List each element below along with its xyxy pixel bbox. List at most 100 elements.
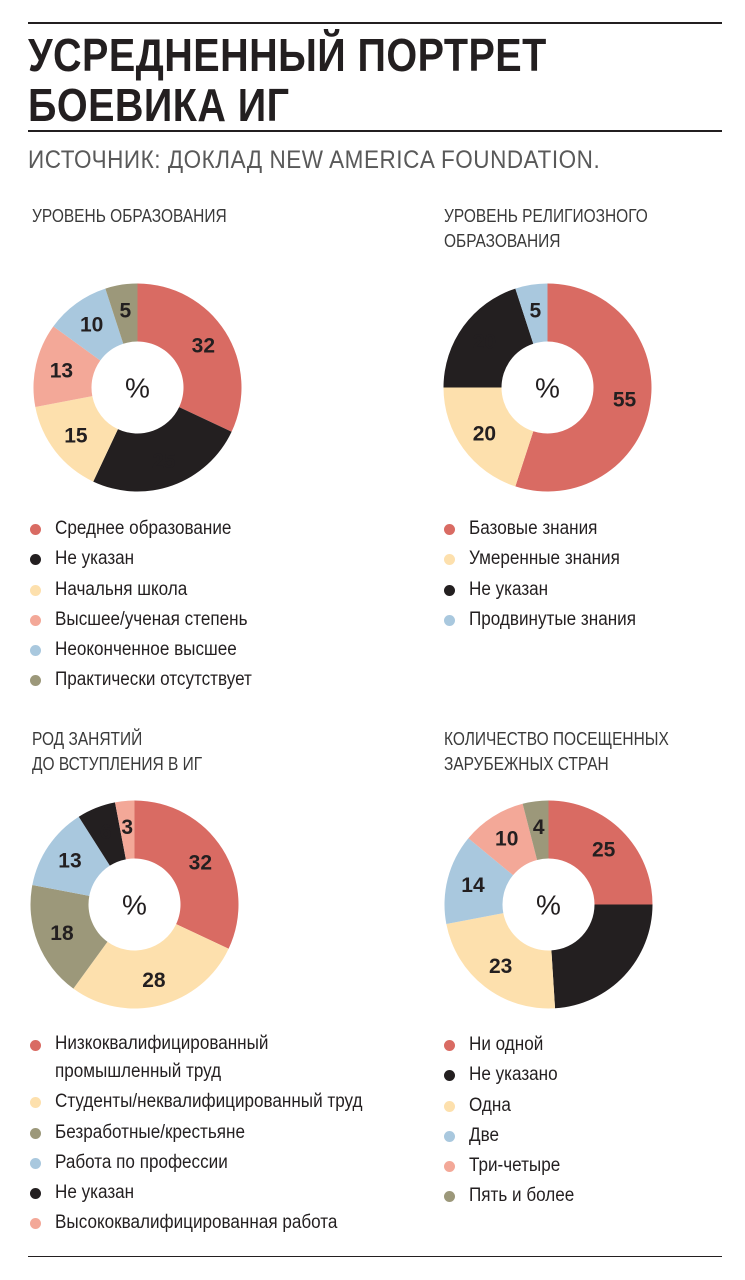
slice-базовые-знания — [515, 283, 652, 492]
chart-title: УРОВЕНЬ ОБРАЗОВАНИЯ — [32, 206, 227, 226]
legend-label: Практически отсутствует — [55, 669, 252, 691]
slice-одна — [446, 913, 556, 1009]
donut-chart: 32 28 18 13 6 3% — [30, 800, 239, 1009]
legend-dot-icon — [444, 1100, 455, 1112]
slice-value-label: 28 — [142, 969, 166, 992]
donut-chart: 32 25 15 13 10 5% — [33, 283, 242, 492]
legend-label: Базовые знания — [469, 518, 598, 539]
slice-начальня-школа — [35, 396, 118, 482]
center-percent-label: % — [536, 890, 561, 921]
legend-label: Высшее/ученая степень — [55, 608, 248, 630]
legend-item: Три-четыре — [442, 1151, 586, 1181]
slice-value-label: 20 — [473, 422, 496, 445]
legend-dot-icon — [30, 645, 41, 657]
legend-item: Не указан — [28, 1178, 397, 1208]
slice-неоконченное-высшее — [53, 288, 124, 361]
slice-пять-и-более — [522, 800, 549, 860]
legend-label: Высококвалифицированная работа — [55, 1212, 338, 1234]
legend-item: Практически отсутствует — [28, 665, 274, 695]
donut-chart: 55 20 20 5% — [443, 283, 652, 492]
slice-две — [444, 838, 514, 924]
legend-label: Не указано — [469, 1064, 558, 1086]
legend-dot-icon — [444, 1161, 455, 1173]
slice-умеренные-знания — [443, 387, 534, 487]
source-note: ИСТОЧНИК: ДОКЛАД NEW AMERICA FOUNDATION. — [28, 146, 601, 174]
legend-item: Высококвалифицированная работа — [28, 1208, 397, 1238]
center-percent-label: % — [535, 373, 560, 404]
chart-title: РОД ЗАНЯТИЙ ДО ВСТУПЛЕНИЯ В ИГ — [32, 729, 203, 774]
legend-item: Две — [442, 1121, 586, 1151]
legend-item: Одна — [442, 1091, 586, 1121]
legend-dot-icon — [30, 1097, 41, 1109]
legend-dot-icon — [30, 554, 41, 566]
legend-label: Студенты/неквалифицированный труд — [55, 1091, 363, 1113]
legend-item: Не указан — [28, 544, 274, 574]
legend-item: Пять и более — [442, 1181, 586, 1211]
slice-value-label: 55 — [613, 389, 637, 412]
slice-не-указан — [443, 288, 534, 388]
legend-dot-icon — [444, 1130, 455, 1142]
legend-item: Работа по профессии — [28, 1148, 397, 1178]
chart-legend: Среднее образование Не указан Начальня шко… — [28, 514, 274, 696]
slice-не-указан — [78, 802, 126, 866]
slice-value-label: 4 — [533, 816, 545, 839]
slice-студенты-неквалифицированный-труд — [73, 924, 229, 1009]
slice-три-четыре — [468, 803, 538, 876]
legend-item: Ни одной — [442, 1030, 586, 1060]
legend-item: Не указан — [442, 575, 655, 605]
slice-продвинутые-знания — [515, 283, 548, 344]
legend-label: Умеренные знания — [469, 548, 620, 570]
legend-dot-icon — [444, 614, 455, 626]
slice-value-label: 5 — [529, 299, 541, 322]
legend-dot-icon — [444, 524, 455, 535]
legend-item: Умеренные знания — [442, 544, 655, 574]
legend-dot-icon — [444, 1070, 455, 1082]
slice-value-label: 18 — [50, 922, 74, 945]
chart-title: КОЛИЧЕСТВО ПОСЕЩЕННЫХ ЗАРУБЕЖНЫХ СТРАН — [444, 729, 669, 774]
slice-высококвалифицированная-работа — [115, 800, 135, 860]
legend-item: Базовые знания — [442, 514, 655, 544]
slice-не-указан — [93, 407, 232, 492]
chart-legend: Базовые знания Умеренные знания Не указан П… — [442, 514, 655, 635]
bottom-rule — [28, 1256, 722, 1257]
slice-не-указано — [551, 904, 653, 1009]
legend-dot-icon — [30, 675, 41, 687]
page-title: УСРЕДНЕННЫЙ ПОРТРЕТ БОЕВИКА ИГ — [28, 29, 547, 131]
slice-value-label: 14 — [461, 874, 485, 897]
legend-item: Не указано — [442, 1060, 586, 1090]
center-percent-label: % — [122, 890, 147, 921]
slice-value-label: 6 — [100, 821, 112, 844]
title-rule — [28, 130, 722, 132]
legend-label: Продвинутые знания — [469, 608, 636, 630]
slice-ни-одной — [548, 800, 653, 905]
slice-высшее-ученая-степень — [33, 326, 101, 407]
legend-label: Ни одной — [469, 1034, 544, 1055]
slice-value-label: 13 — [50, 359, 73, 382]
legend-label: Неоконченное высшее — [55, 639, 237, 661]
legend-label: Не указан — [55, 1182, 135, 1204]
legend-dot-icon — [444, 584, 455, 596]
legend-dot-icon — [30, 1127, 41, 1139]
slice-практически-отсутствует — [105, 283, 138, 344]
legend-label: Низкоквалифицированный промышленный труд — [55, 1033, 269, 1082]
legend-label: Одна — [469, 1094, 511, 1116]
legend-label: Две — [469, 1124, 499, 1146]
slice-работа-по-профессии — [32, 816, 110, 896]
legend-dot-icon — [30, 1188, 41, 1200]
slice-value-label: 25 — [592, 838, 616, 861]
legend-label: Среднее образование — [55, 518, 232, 539]
legend-label: Безработные/крестьяне — [55, 1121, 245, 1143]
legend-dot-icon — [30, 1040, 41, 1051]
slice-value-label: 15 — [64, 424, 88, 447]
legend-dot-icon — [444, 554, 455, 566]
legend-dot-icon — [444, 1191, 455, 1203]
legend-label: Не указан — [55, 548, 135, 570]
legend-dot-icon — [30, 1218, 41, 1230]
slice-value-label: 32 — [192, 335, 215, 358]
legend-label: Три-четыре — [469, 1155, 561, 1177]
slice-value-label: 13 — [58, 850, 81, 873]
legend-item: Начальня школа — [28, 575, 274, 605]
slice-среднее-образование — [137, 283, 242, 432]
legend-dot-icon — [30, 1157, 41, 1169]
slice-value-label: 25 — [152, 450, 176, 473]
